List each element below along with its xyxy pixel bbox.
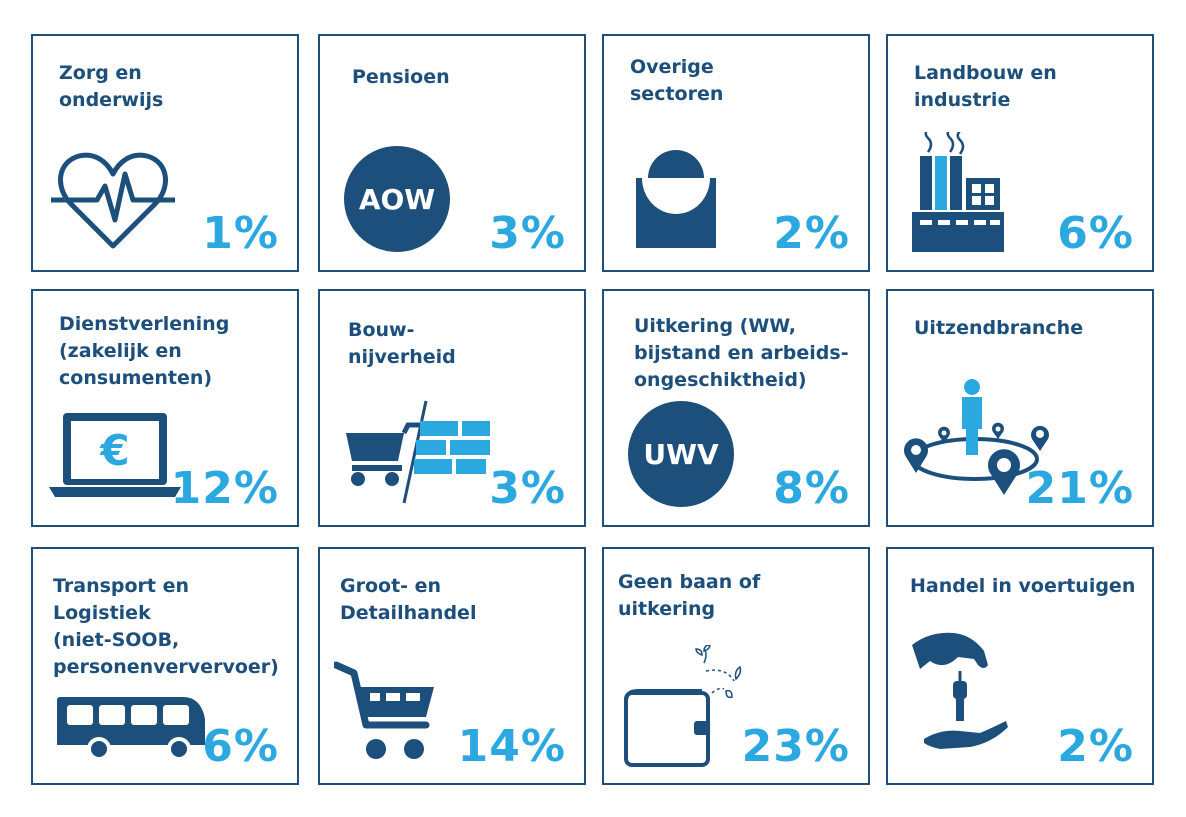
percentage-value: 1% [202, 208, 279, 259]
card-label: Geen baan of uitkering [618, 571, 761, 620]
uwv-icon-text: UWV [628, 401, 734, 507]
card-label: Groot- en Detailhandel [340, 575, 477, 624]
wheelbarrow-bricks-icon [344, 399, 494, 507]
card-uitzendbranche: Uitzendbranche 21% [886, 289, 1154, 527]
card-dienstverlening: Dienstverlening (zakelijk en consumenten… [31, 289, 299, 527]
percentage-value: 2% [1057, 721, 1134, 772]
card-label: Uitkering (WW, bijstand en arbeids- onge… [634, 315, 849, 391]
card-zorg-en-onderwijs: Zorg en onderwijs 1% [31, 34, 299, 272]
percentage-value: 12% [170, 463, 279, 514]
percentage-value: 6% [1057, 208, 1134, 259]
factory-icon [910, 132, 1006, 256]
card-label: Handel in voertuigen [910, 575, 1136, 597]
card-label: Uitzendbranche [914, 317, 1084, 339]
card-label: Bouw- nijverheid [348, 319, 456, 368]
card-bouwnijverheid: Bouw- nijverheid 3% [318, 289, 586, 527]
card-label: Zorg en onderwijs [59, 62, 164, 111]
uwv-icon: UWV [628, 401, 734, 507]
card-uitkering: Uitkering (WW, bijstand en arbeids- onge… [602, 289, 870, 527]
sectors-icon [636, 142, 716, 248]
percentage-value: 3% [489, 208, 566, 259]
card-label: Landbouw en industrie [914, 62, 1057, 111]
person-locations-icon [900, 377, 1050, 501]
shopping-cart-icon [334, 659, 438, 763]
aow-icon: AOW [344, 146, 450, 252]
percentage-value: 23% [741, 721, 850, 772]
percentage-value: 2% [773, 208, 850, 259]
percentage-value: 6% [202, 721, 279, 772]
percentage-value: 3% [489, 463, 566, 514]
card-transport-en-logistiek: Transport en Logistiek (niet-SOOB, perso… [31, 547, 299, 785]
heartbeat-icon [51, 146, 175, 256]
laptop-euro-icon: € [49, 411, 181, 501]
euro-symbol: € [100, 425, 130, 475]
percentage-value: 21% [1025, 463, 1134, 514]
percentage-value: 8% [773, 463, 850, 514]
wallet-icon [622, 645, 762, 771]
card-overige-sectoren: Overige sectoren 2% [602, 34, 870, 272]
card-label: Transport en Logistiek (niet-SOOB, perso… [53, 575, 279, 678]
card-landbouw-en-industrie: Landbouw en industrie 6% [886, 34, 1154, 272]
card-label: Overige sectoren [630, 56, 724, 105]
card-geen-baan-of-uitkering: Geen baan of uitkering 23% [602, 547, 870, 785]
aow-icon-text: AOW [344, 146, 450, 252]
card-label: Pensioen [352, 66, 450, 88]
bus-icon [55, 693, 207, 765]
car-keys-hand-icon [910, 631, 1010, 759]
card-pensioen: Pensioen AOW 3% [318, 34, 586, 272]
card-handel-in-voertuigen: Handel in voertuigen 2% [886, 547, 1154, 785]
card-label: Dienstverlening (zakelijk en consumenten… [59, 313, 230, 389]
card-groot-en-detailhandel: Groot- en Detailhandel 14% [318, 547, 586, 785]
percentage-value: 14% [457, 721, 566, 772]
